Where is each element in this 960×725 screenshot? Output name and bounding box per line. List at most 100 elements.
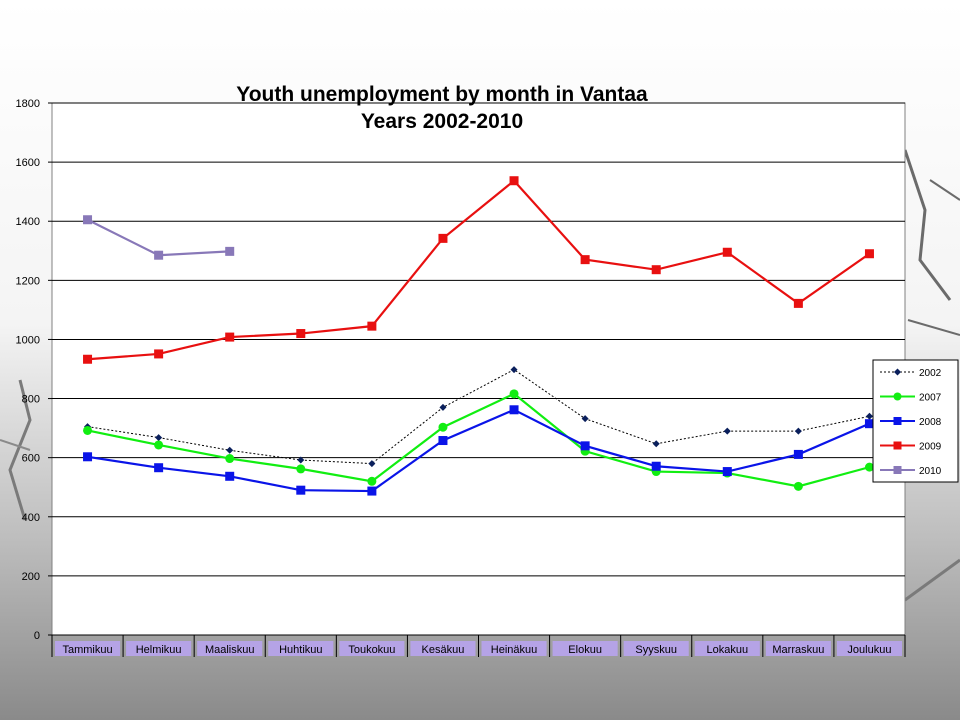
legend-entry: 2010 (880, 466, 942, 477)
data-point (580, 441, 590, 451)
background-decoration (0, 149, 960, 602)
legend-label: 2007 (919, 393, 942, 404)
series-line (87, 408, 870, 493)
legend-label: 2009 (919, 442, 942, 453)
data-point (894, 368, 901, 376)
x-tick-label: Toukokuu (339, 641, 405, 656)
x-tick-label-bg (339, 641, 405, 656)
series-line (87, 392, 870, 488)
data-point (154, 440, 164, 450)
data-point (367, 476, 377, 486)
y-tick-label: 0 (34, 630, 40, 642)
y-tick-label: 800 (22, 394, 40, 406)
series-2008 (83, 405, 874, 496)
data-point (83, 354, 93, 364)
x-tick-label-bg (197, 641, 263, 656)
x-tick-label: Syyskuu (623, 641, 689, 656)
data-point (722, 247, 732, 257)
data-point (225, 471, 235, 481)
x-tick-label-text: Maaliskuu (205, 644, 255, 656)
data-point (723, 427, 731, 435)
plot-area (51, 102, 906, 636)
y-tick-label: 1200 (16, 275, 40, 287)
x-tick-label-text: Tammikuu (62, 644, 112, 656)
data-point (793, 481, 803, 491)
data-point (438, 436, 448, 446)
x-tick-label-bg (126, 641, 192, 656)
x-tick-label-bg (268, 641, 334, 656)
x-tick-label-bg (481, 641, 547, 656)
data-point (864, 462, 874, 472)
data-point (793, 298, 803, 308)
y-tick-label: 200 (22, 571, 40, 583)
data-point (893, 441, 902, 450)
x-tick-label: Joulukuu (836, 641, 902, 656)
series-2010 (83, 215, 235, 260)
data-point (83, 452, 93, 462)
data-point (651, 461, 661, 471)
series-layer (83, 176, 874, 496)
data-point (367, 486, 377, 496)
legend-entry: 2009 (880, 441, 942, 453)
data-point (296, 464, 306, 474)
y-tick-label: 400 (22, 512, 40, 524)
x-tick-label-bg (410, 641, 476, 656)
x-tick-label-text: Joulukuu (847, 644, 891, 656)
data-point (154, 349, 164, 359)
data-point (893, 417, 902, 425)
data-point (651, 265, 661, 275)
data-point (509, 405, 519, 415)
y-tick-label: 600 (22, 453, 40, 465)
legend-entry: 2002 (880, 368, 942, 379)
data-point (865, 412, 873, 420)
chart-title: Youth unemployment by month in Vantaa Ye… (236, 83, 648, 133)
data-point (793, 449, 803, 459)
legend-entry: 2008 (880, 417, 942, 428)
y-tick-label: 1600 (16, 157, 40, 169)
data-point (296, 485, 306, 495)
data-point (893, 392, 902, 401)
x-tick-label: Marraskuu (765, 641, 831, 656)
data-point (296, 329, 306, 339)
legend-label: 2002 (919, 368, 942, 379)
data-point (438, 422, 448, 432)
x-tick-label-bg (694, 641, 760, 656)
series-line (87, 179, 871, 361)
x-tick-label-bg (836, 641, 902, 656)
data-point (225, 332, 235, 342)
data-point (439, 403, 447, 411)
chart-title-line-1: Youth unemployment by month in Vantaa (236, 83, 648, 106)
x-tick-label: Maaliskuu (197, 641, 263, 656)
data-point (297, 456, 305, 464)
data-point (225, 454, 235, 464)
data-point (581, 415, 589, 423)
data-point (510, 366, 518, 374)
x-tick-label-text: Huhtikuu (279, 644, 322, 656)
x-tick-label: Huhtikuu (268, 641, 334, 656)
data-point (864, 419, 874, 429)
x-tick-label-bg (552, 641, 618, 656)
x-tick-label-text: Elokuu (568, 644, 602, 656)
legend-label: 2010 (919, 466, 942, 477)
gridlines (52, 102, 905, 577)
y-tick-label: 1000 (16, 334, 40, 346)
legend-entry: 2007 (880, 392, 942, 404)
data-point (83, 425, 93, 435)
data-point (509, 176, 519, 186)
legend-label: 2008 (919, 417, 942, 428)
x-tick-label-text: Lokakuu (706, 644, 748, 656)
x-tick-label-text: Toukokuu (348, 644, 395, 656)
data-point (367, 321, 377, 331)
data-point (154, 463, 164, 473)
y-axis-ticks: 0 200 400 600 800 1000 1200 1400 1600 1800 (16, 98, 52, 642)
x-tick-label-text: Heinäkuu (491, 644, 537, 656)
x-axis-ticks: Tammikuu Helmikuu Maaliskuu Huhtikuu Toukoku… (51, 634, 906, 657)
data-point (83, 215, 93, 225)
x-tick-label: Helmikuu (126, 641, 192, 656)
x-tick-label: Lokakuu (694, 641, 760, 656)
x-tick-label-bg (765, 641, 831, 656)
data-point (509, 389, 519, 399)
data-point (893, 466, 902, 474)
x-tick-label: Elokuu (552, 641, 618, 656)
